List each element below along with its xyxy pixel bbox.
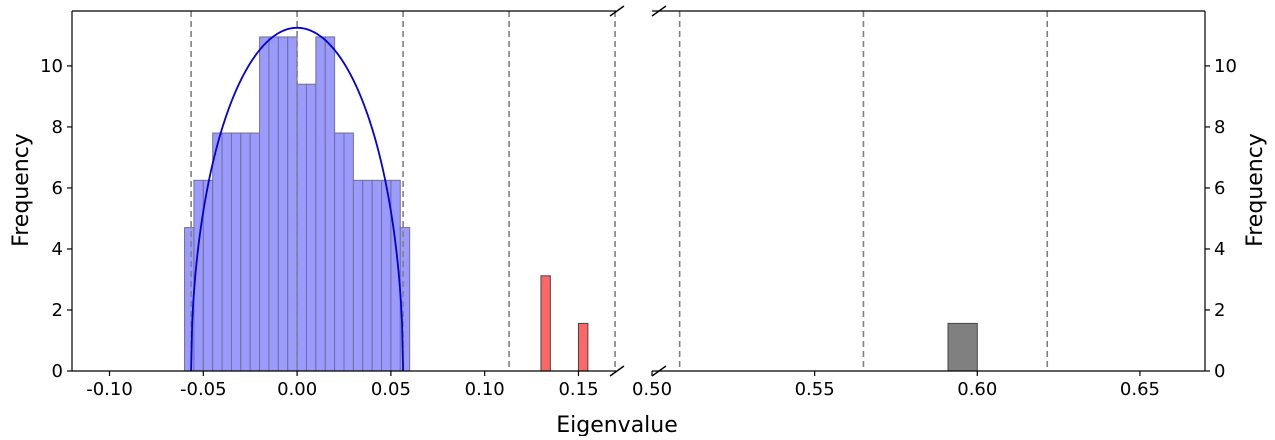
axis-break-mark	[651, 365, 667, 377]
x-tick-label: 0.55	[795, 379, 835, 400]
y-tick-label: 2	[52, 300, 63, 321]
x-tick-label: 0.60	[957, 379, 997, 400]
x-tick-label: -0.10	[86, 379, 133, 400]
left-y-axis-title: Frequency	[9, 133, 34, 247]
histogram-bar	[287, 36, 298, 372]
histogram-bar	[315, 36, 326, 372]
histogram-bar	[221, 132, 232, 372]
right-y-axis-title: Frequency	[1243, 133, 1268, 247]
histogram-bar	[362, 179, 373, 372]
histogram-bar	[947, 322, 978, 372]
y-tick-label: 0	[52, 361, 63, 382]
histogram-bar	[212, 132, 223, 372]
axis-break-mark	[609, 365, 625, 377]
y-tick-label: 2	[1214, 300, 1225, 321]
histogram-bar	[343, 132, 354, 372]
x-tick-label: 0.10	[465, 379, 505, 400]
x-tick-label: 0.15	[558, 379, 598, 400]
x-tick-label: 0.65	[1120, 379, 1160, 400]
histogram-bar	[230, 132, 242, 372]
histogram-bar	[305, 83, 317, 372]
histogram-bar	[240, 132, 251, 372]
histogram-bar	[184, 227, 195, 372]
y-tick-label: 4	[52, 239, 63, 260]
histogram-bar	[577, 322, 589, 372]
y-tick-label: 8	[52, 117, 63, 138]
histogram-bar	[249, 132, 261, 372]
y-tick-label: 6	[52, 178, 63, 199]
semicircle-density-curve	[190, 26, 404, 372]
histogram-bar	[334, 132, 345, 372]
y-tick-label: 10	[1214, 56, 1237, 77]
x-axis-title: Eigenvalue	[556, 413, 678, 436]
histogram-bar	[324, 36, 336, 372]
axis-break-mark	[651, 5, 667, 17]
histogram-bar	[399, 227, 411, 372]
histogram-bar	[352, 179, 364, 372]
y-tick-label: 4	[1214, 239, 1225, 260]
histogram-bar	[296, 83, 307, 372]
axis-break-mark	[609, 5, 625, 17]
x-tick-label: 0.05	[371, 379, 411, 400]
x-tick-label: 0.00	[277, 379, 317, 400]
histogram-bar	[259, 36, 270, 372]
histogram-bar	[202, 179, 214, 372]
histogram-bar	[371, 179, 383, 372]
histogram-bar	[540, 275, 551, 372]
histogram-bar	[277, 36, 289, 372]
y-tick-label: 10	[40, 56, 63, 77]
y-tick-label: 0	[1214, 361, 1225, 382]
y-tick-label: 8	[1214, 117, 1225, 138]
right-panel: 0.50 0.55 0.60 0.65 0 2 4 6 8 10	[632, 10, 1237, 400]
y-tick-label: 6	[1214, 178, 1225, 199]
histogram-bar	[268, 36, 279, 372]
x-tick-label: -0.05	[180, 379, 227, 400]
left-panel: -0.10 -0.05 0.00 0.05 0.10 0.15 0 2 4 6 8 10	[40, 10, 616, 400]
x-tick-label: 0.50	[632, 379, 672, 400]
histogram-bar	[381, 179, 392, 372]
